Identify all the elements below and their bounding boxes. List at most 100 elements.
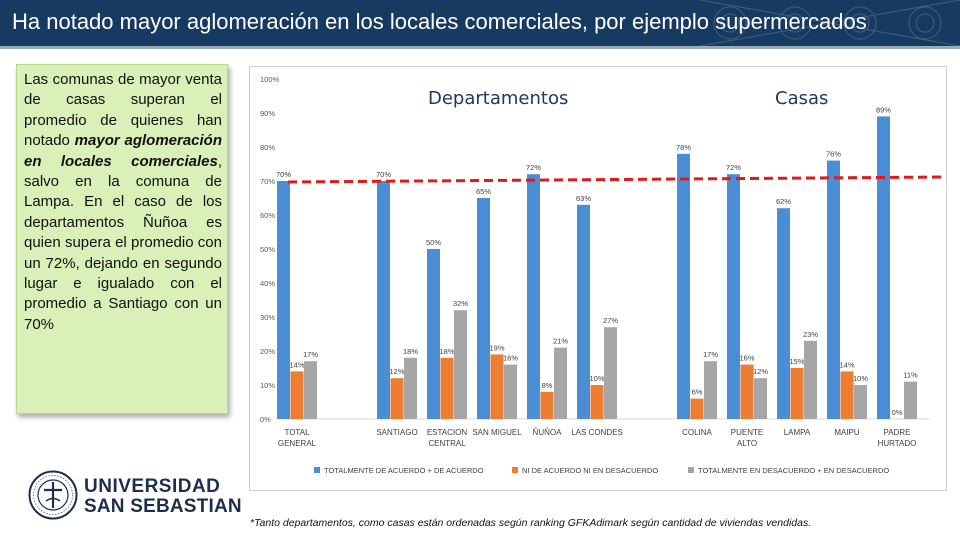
bar	[877, 116, 890, 420]
category-label: PUENTE	[731, 428, 763, 437]
legend-swatch	[512, 467, 518, 473]
y-tick-label: 10%	[260, 381, 275, 390]
data-label: 14%	[839, 360, 854, 369]
summary-text-emphasis: mayor aglomeración en locales comerciale…	[24, 132, 223, 170]
legend-entry: NI DE ACUERDO NI EN DESACUERDO	[522, 466, 658, 475]
bar	[754, 378, 767, 419]
bar	[390, 378, 404, 419]
bar	[290, 371, 304, 419]
bar	[690, 398, 704, 419]
y-tick-label: 90%	[260, 109, 275, 118]
chart-footnote: *Tanto departamentos, como casas están o…	[250, 517, 812, 529]
bar	[377, 181, 390, 419]
category-label: LAMPA	[784, 428, 811, 437]
university-seal-icon	[28, 470, 78, 520]
summary-text-part2: , salvo en la comuna de Lampa. En el cas…	[24, 152, 222, 333]
average-line	[287, 175, 946, 184]
bar	[304, 361, 317, 419]
y-tick-label: 70%	[260, 177, 275, 186]
data-label: 16%	[739, 354, 754, 363]
bar	[527, 174, 540, 419]
data-label: 63%	[576, 194, 591, 203]
category-label: SANTIAGO	[376, 428, 417, 437]
bar	[677, 153, 690, 420]
data-label: 78%	[676, 143, 691, 152]
bar	[577, 204, 590, 419]
data-label: 14%	[289, 360, 304, 369]
category-label: GENERAL	[278, 439, 317, 448]
bar	[440, 357, 454, 419]
category-label: CENTRAL	[428, 439, 466, 448]
y-tick-label: 50%	[260, 245, 275, 254]
slide-header: Ha notado mayor aglomeración en los loca…	[0, 0, 960, 46]
y-tick-label: 100%	[260, 75, 280, 84]
bar-chart: 0%10%20%30%40%50%60%70%80%90%100%70% 70%5…	[260, 75, 946, 475]
data-label: 0%	[892, 408, 903, 417]
data-label: 17%	[303, 350, 318, 359]
data-label: 12%	[389, 367, 404, 376]
data-label: 12%	[753, 367, 768, 376]
bar	[540, 391, 554, 419]
legend-entry: TOTALMENTE EN DESACUERDO + EN DESACUERDO	[698, 466, 889, 475]
data-label: 18%	[439, 347, 454, 356]
data-label: 89%	[876, 105, 891, 114]
category-label: SAN MIGUEL	[472, 428, 522, 437]
data-label: 17%	[703, 350, 718, 359]
data-label: 70%	[276, 170, 291, 179]
data-label: 18%	[403, 347, 418, 356]
bar	[790, 368, 804, 419]
bar	[804, 340, 817, 419]
category-label: ALTO	[737, 439, 757, 448]
y-tick-label: 30%	[260, 313, 275, 322]
data-label: 50%	[426, 238, 441, 247]
data-label: 76%	[826, 150, 841, 159]
header-divider	[0, 46, 960, 49]
legend-swatch	[314, 467, 320, 473]
category-label: LAS CONDES	[571, 428, 623, 437]
bar	[904, 381, 917, 419]
bar	[590, 385, 604, 419]
bar	[477, 198, 490, 419]
data-label: 10%	[853, 374, 868, 383]
data-label: 8%	[542, 381, 553, 390]
category-label: ÑUÑOA	[533, 428, 563, 437]
data-label: 21%	[553, 337, 568, 346]
group-label-casas: Casas	[775, 88, 828, 109]
data-label: 32%	[453, 299, 468, 308]
group-label-departamentos: Departamentos	[428, 88, 568, 109]
data-label: 70%	[376, 170, 391, 179]
data-label: 72%	[526, 163, 541, 172]
y-tick-label: 40%	[260, 279, 275, 288]
data-label: 27%	[603, 316, 618, 325]
y-tick-label: 20%	[260, 347, 275, 356]
bar	[604, 327, 617, 419]
data-label: 10%	[589, 374, 604, 383]
y-tick-label: 0%	[260, 415, 271, 424]
legend-entry: TOTALMENTE DE ACUERDO + DE ACUERDO	[324, 466, 484, 475]
y-tick-label: 60%	[260, 211, 275, 220]
header-pattern-decoration	[700, 0, 960, 46]
summary-textbox: Las comunas de mayor venta de casas supe…	[16, 64, 228, 414]
bar	[854, 385, 867, 419]
data-label: 65%	[476, 187, 491, 196]
slide-title: Ha notado mayor aglomeración en los loca…	[12, 9, 867, 34]
bar	[490, 354, 504, 419]
bar	[427, 249, 440, 419]
legend-swatch	[688, 467, 694, 473]
summary-text-part1: Las comunas de mayor venta de casas supe…	[24, 71, 222, 150]
bar	[777, 208, 790, 419]
data-label: 6%	[692, 388, 703, 397]
bar	[277, 181, 290, 419]
bar	[840, 371, 854, 419]
bar	[740, 364, 754, 419]
data-label: 72%	[726, 163, 741, 172]
category-label: MAIPU	[834, 428, 860, 437]
data-label: 16%	[503, 354, 518, 363]
bar	[404, 357, 417, 419]
category-label: HURTADO	[878, 439, 917, 448]
bar	[554, 347, 567, 419]
bar	[727, 174, 740, 419]
data-label: 15%	[789, 357, 804, 366]
data-label: 23%	[803, 330, 818, 339]
chart-frame: 0% 10% 20% 30% 40% 50% 60% 70% 80% 90% 100% 70% 70% 5…	[249, 66, 947, 491]
